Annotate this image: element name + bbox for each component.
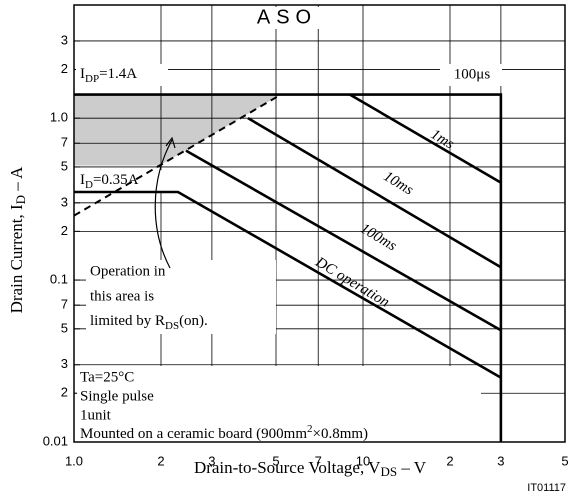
y-tick-label: 0.01 (43, 433, 68, 448)
x-tick-label: 2 (157, 453, 164, 468)
y-tick-label: 3 (61, 356, 68, 371)
annotation: limited by RDS(on). (90, 313, 208, 331)
chart-title: ASO (257, 6, 317, 28)
annotation: Mounted on a ceramic board (900mm2×0.8mm… (80, 423, 368, 443)
shaded-region (74, 94, 281, 166)
x-tick-label: 5 (561, 453, 568, 468)
y-axis-label: Drain Current, ID – A (7, 166, 28, 314)
series-label: 100ms (357, 221, 399, 255)
y-tick-label: 1.0 (50, 110, 68, 125)
label-bg (440, 64, 502, 86)
x-axis-label: Drain-to-Source Voltage, VDS – V (194, 458, 427, 479)
annotation: Operation in (90, 263, 166, 279)
series-label: 1ms (428, 126, 457, 152)
annotation: this area is (90, 288, 154, 304)
limit-line (247, 117, 502, 269)
annotation: Ta=25°C (80, 369, 134, 385)
x-tick-label: 7 (315, 453, 322, 468)
annotation: 1unit (80, 407, 112, 423)
y-tick-label: 2 (61, 385, 68, 400)
label-bg (76, 64, 168, 86)
y-tick-label: 5 (61, 320, 68, 335)
annotation: ID=0.35A (80, 172, 139, 190)
y-tick-label: 5 (61, 158, 68, 173)
label-bg (86, 260, 276, 334)
x-tick-label: 10 (356, 453, 370, 468)
y-tick-label: 3 (61, 194, 68, 209)
series-label: 10ms (381, 169, 417, 199)
y-tick-label: 7 (61, 297, 68, 312)
annotation: Single pulse (80, 388, 154, 404)
x-tick-label: 2 (446, 453, 453, 468)
limit-line (74, 93, 503, 442)
y-tick-label: 2 (61, 61, 68, 76)
x-tick-label: 1.0 (65, 453, 83, 468)
label-bg (77, 366, 481, 442)
limit-line (185, 149, 502, 332)
figure-id: IT01117 (527, 482, 566, 494)
label-bg (76, 170, 162, 192)
x-tick-label: 5 (272, 453, 279, 468)
x-tick-label: 3 (208, 453, 215, 468)
limit-line (349, 93, 502, 184)
x-tick-label: 3 (497, 453, 504, 468)
y-tick-label: 2 (61, 223, 68, 238)
y-tick-label: 3 (61, 32, 68, 47)
y-tick-label: 0.1 (50, 272, 68, 287)
limit-line (74, 190, 502, 379)
arrow (154, 139, 173, 269)
series-label: 100μs (454, 66, 491, 82)
annotation: IDP=1.4A (80, 66, 137, 84)
arrow-head (165, 136, 176, 149)
limit-line (73, 93, 282, 217)
plot-frame (73, 4, 566, 443)
y-tick-label: 7 (61, 135, 68, 150)
label-bg (232, 7, 342, 29)
